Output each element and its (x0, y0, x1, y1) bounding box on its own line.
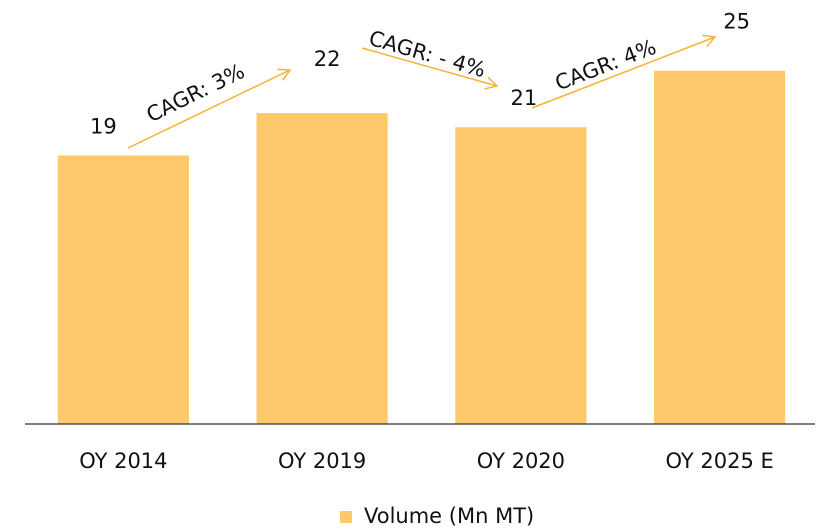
x-tick-label: OY 2025 E (665, 449, 773, 473)
arrow (127, 68, 292, 149)
bar (654, 70, 786, 425)
value-label: 22 (314, 47, 341, 71)
value-label: 19 (90, 114, 117, 138)
bar (57, 155, 189, 424)
x-tick-label: OY 2019 (278, 449, 366, 473)
legend-label: Volume (Mn MT) (364, 504, 534, 528)
bar (455, 127, 587, 424)
legend-swatch (340, 511, 352, 523)
annotation: CAGR: - 4% (366, 26, 488, 82)
arrow (531, 34, 717, 109)
value-label: 21 (511, 86, 538, 110)
value-label: 25 (723, 10, 750, 34)
bar (256, 113, 388, 425)
x-tick-label: OY 2020 (477, 449, 565, 473)
annotation: CAGR: 3% (143, 59, 249, 127)
x-tick-label: OY 2014 (79, 449, 167, 473)
arrow (361, 47, 499, 90)
